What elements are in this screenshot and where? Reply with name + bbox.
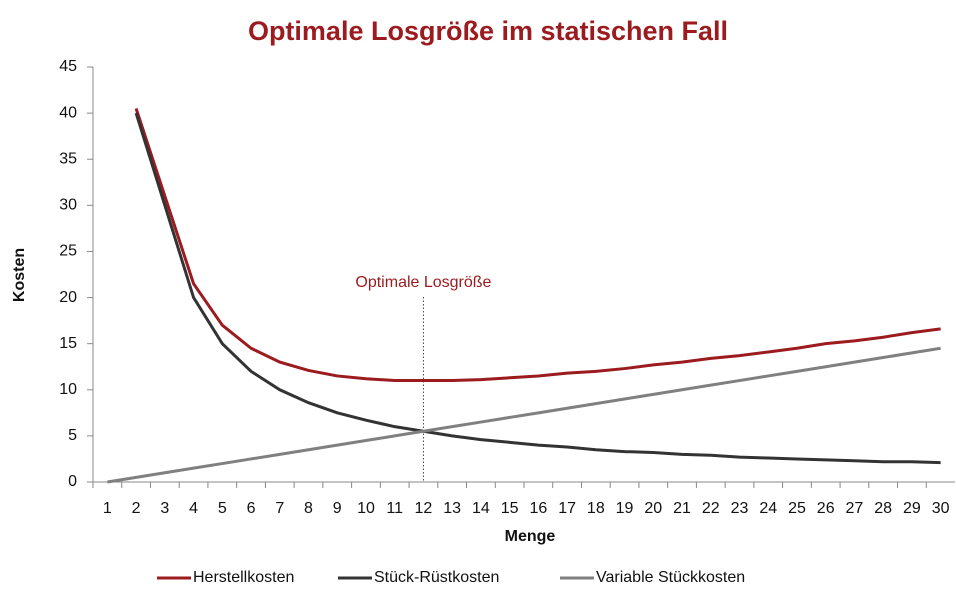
y-tick-label: 15 — [59, 335, 77, 352]
x-tick-label: 15 — [501, 500, 519, 517]
x-tick-label: 11 — [386, 500, 403, 517]
x-tick-label: 5 — [218, 500, 227, 517]
x-tick-label: 2 — [132, 500, 141, 517]
x-tick-label: 16 — [529, 500, 547, 517]
x-tick-label: 26 — [817, 500, 835, 517]
legend-label: Stück-Rüstkosten — [374, 569, 499, 586]
x-tick-label: 6 — [247, 500, 256, 517]
x-tick-label: 24 — [759, 500, 777, 517]
legend-label: Herstellkosten — [193, 569, 294, 586]
x-tick-label: 18 — [587, 500, 605, 517]
line-series — [107, 346, 941, 484]
x-tick-label: 7 — [275, 500, 284, 517]
y-tick-label: 35 — [59, 150, 77, 167]
x-tick-label: 14 — [472, 500, 490, 517]
x-tick-label: 3 — [160, 500, 169, 517]
x-tick-label: 13 — [443, 500, 461, 517]
x-tick-label: 22 — [702, 500, 720, 517]
x-tick-label: 20 — [644, 500, 662, 517]
x-tick-label: 30 — [932, 500, 950, 517]
y-tick-label: 5 — [68, 427, 77, 444]
y-tick-label: 30 — [59, 197, 77, 214]
y-tick-label: 45 — [59, 58, 77, 75]
x-tick-label: 8 — [304, 500, 313, 517]
x-tick-label: 28 — [874, 500, 892, 517]
y-tick-label: 10 — [59, 381, 77, 398]
x-tick-label: 4 — [189, 500, 198, 517]
x-tick-label: 1 — [103, 500, 112, 517]
chart-title: Optimale Losgröße im statischen Fall — [248, 16, 728, 46]
line-series — [134, 108, 941, 383]
line-series — [134, 112, 941, 465]
x-tick-label: 17 — [558, 500, 576, 517]
x-tick-label: 27 — [846, 500, 864, 517]
x-axis-label: Menge — [505, 528, 556, 545]
legend-label: Variable Stückkosten — [596, 569, 745, 586]
y-axis-label: Kosten — [11, 248, 28, 302]
y-tick-label: 40 — [59, 104, 77, 121]
x-tick-label: 12 — [415, 500, 433, 517]
x-tick-label: 21 — [673, 500, 691, 517]
x-tick-label: 10 — [357, 500, 375, 517]
x-tick-label: 19 — [616, 500, 634, 517]
y-tick-label: 20 — [59, 289, 77, 306]
y-tick-label: 25 — [59, 243, 77, 260]
x-tick-label: 23 — [731, 500, 749, 517]
x-tick-label: 29 — [903, 500, 921, 517]
annotation: Optimale Losgröße — [355, 274, 491, 291]
y-tick-label: 0 — [68, 473, 77, 490]
x-tick-label: 25 — [788, 500, 806, 517]
x-tick-label: 9 — [333, 500, 342, 517]
